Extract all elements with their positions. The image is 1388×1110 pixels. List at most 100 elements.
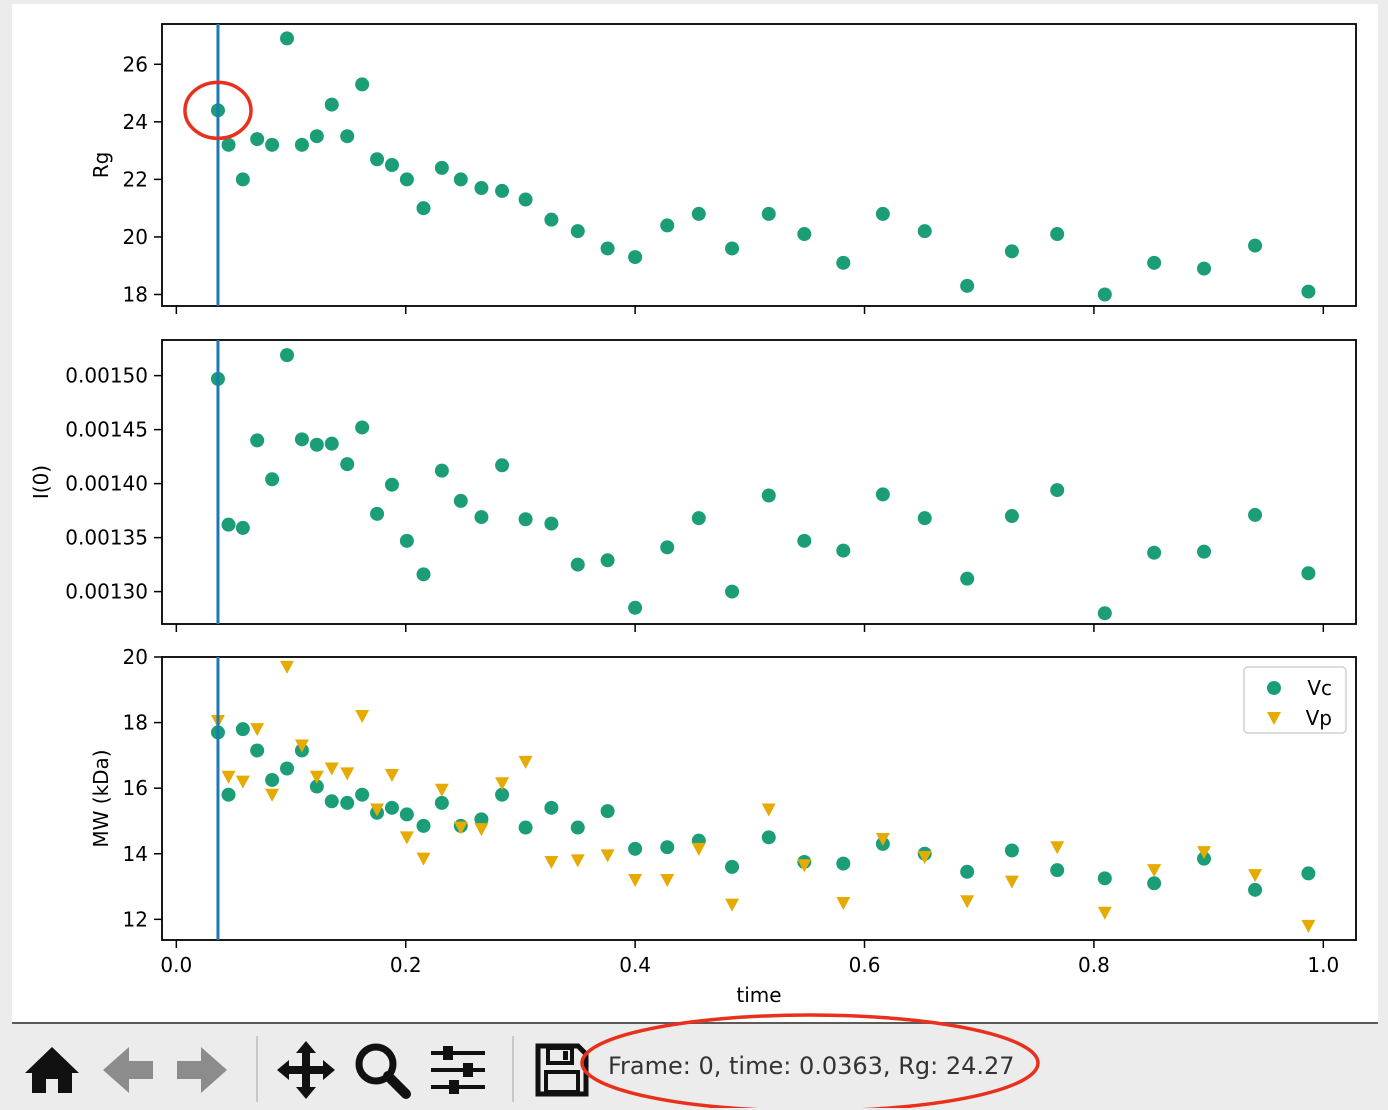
data-point-vp bbox=[1050, 841, 1065, 855]
data-point-vp bbox=[474, 823, 489, 837]
data-point-vc bbox=[399, 807, 414, 822]
data-point bbox=[1197, 261, 1212, 276]
data-point bbox=[544, 212, 559, 227]
y-axis-label: I(0) bbox=[29, 465, 53, 499]
data-point bbox=[1004, 244, 1019, 259]
data-point-vp bbox=[294, 739, 309, 753]
back-button[interactable] bbox=[96, 1038, 160, 1102]
zoom-icon bbox=[355, 1043, 411, 1099]
data-point-vc bbox=[280, 761, 295, 776]
data-point bbox=[495, 183, 510, 198]
data-point-vp bbox=[324, 762, 339, 776]
figure-canvas[interactable]: 18 20 22 24 26 Rg 0.00130 0.00135 0.00140 0.00145… bbox=[12, 4, 1378, 1022]
axes-frame bbox=[161, 23, 1357, 307]
forward-button[interactable] bbox=[170, 1038, 234, 1102]
selected-point-highlight bbox=[183, 80, 253, 141]
data-point-vp bbox=[600, 849, 615, 863]
data-point-vc bbox=[725, 859, 740, 874]
y-axis-label: MW (kDa) bbox=[89, 749, 113, 847]
y-tick-label: 0.00130 bbox=[65, 580, 148, 604]
data-point bbox=[1147, 545, 1162, 560]
data-point-vc bbox=[235, 722, 250, 737]
data-point-vc bbox=[628, 841, 643, 856]
toolbar-separator bbox=[256, 1036, 258, 1102]
data-point-vc bbox=[761, 830, 776, 845]
data-point-vp bbox=[434, 783, 449, 797]
data-point bbox=[960, 571, 975, 586]
data-point-vp bbox=[355, 710, 370, 724]
data-point bbox=[691, 206, 706, 221]
data-point bbox=[474, 181, 489, 196]
data-point-vp bbox=[570, 854, 585, 868]
data-point-vc bbox=[324, 794, 339, 809]
data-point bbox=[235, 172, 250, 187]
zoom-button[interactable] bbox=[350, 1038, 414, 1102]
x-tick-label: 0.8 bbox=[1078, 953, 1110, 977]
legend-label-vp: Vp bbox=[1306, 706, 1332, 730]
data-point-vc bbox=[1248, 882, 1263, 897]
data-point bbox=[370, 152, 385, 167]
data-point-vc bbox=[250, 743, 265, 758]
data-point bbox=[399, 533, 414, 548]
data-point bbox=[384, 158, 399, 172]
axes-frame bbox=[161, 656, 1357, 941]
data-point-vp bbox=[1248, 869, 1263, 883]
data-point-vp bbox=[797, 859, 812, 873]
y-tick-label: 24 bbox=[123, 110, 148, 134]
data-point bbox=[600, 241, 615, 256]
data-point bbox=[309, 437, 324, 452]
data-point bbox=[309, 129, 324, 144]
home-button[interactable] bbox=[20, 1038, 84, 1102]
save-button[interactable] bbox=[530, 1038, 594, 1102]
data-point bbox=[797, 227, 812, 242]
data-point bbox=[416, 201, 431, 216]
data-point bbox=[280, 31, 295, 46]
data-point bbox=[221, 137, 236, 152]
data-point-vc bbox=[474, 812, 489, 827]
data-point-vc bbox=[836, 856, 851, 871]
pan-button[interactable] bbox=[274, 1038, 338, 1102]
data-point bbox=[265, 472, 280, 487]
data-point bbox=[660, 218, 675, 233]
data-point bbox=[1147, 255, 1162, 270]
data-point-vc bbox=[960, 864, 975, 879]
data-point-vc bbox=[1050, 863, 1065, 878]
data-point-vp bbox=[1197, 846, 1212, 860]
data-point bbox=[370, 506, 385, 521]
data-point-vp bbox=[960, 895, 975, 909]
y-tick-label: 26 bbox=[123, 52, 148, 76]
data-point bbox=[474, 510, 489, 525]
configure-subplots-button[interactable] bbox=[426, 1038, 490, 1102]
data-point-vp bbox=[250, 723, 265, 737]
data-point bbox=[570, 557, 585, 572]
data-point bbox=[355, 420, 370, 435]
data-point bbox=[917, 224, 932, 239]
data-point-vp bbox=[628, 873, 643, 887]
data-point bbox=[416, 567, 431, 582]
forward-arrow-icon bbox=[177, 1047, 227, 1093]
data-point-vp bbox=[917, 851, 932, 865]
y-tick-label: 20 bbox=[123, 645, 148, 669]
data-point bbox=[518, 512, 533, 527]
data-point-vc bbox=[265, 772, 280, 787]
data-point-vc bbox=[416, 818, 431, 833]
y-tick-label: 18 bbox=[123, 711, 148, 735]
data-point bbox=[1050, 483, 1065, 498]
data-point-vc bbox=[434, 795, 449, 810]
data-point bbox=[453, 493, 468, 508]
data-point bbox=[294, 432, 309, 447]
data-point bbox=[324, 436, 339, 451]
data-point bbox=[434, 463, 449, 478]
data-point bbox=[221, 517, 236, 532]
data-point bbox=[1301, 284, 1316, 299]
data-point bbox=[1301, 566, 1316, 581]
data-point-vc bbox=[1004, 843, 1019, 858]
data-point-vp bbox=[544, 855, 559, 869]
data-point-vp bbox=[725, 898, 740, 912]
subplot-2: 0.00130 0.00135 0.00140 0.00145 0.00150 I(0) bbox=[29, 339, 1357, 632]
x-tick-label: 0.6 bbox=[849, 953, 881, 977]
home-icon bbox=[25, 1047, 79, 1093]
data-point-vp bbox=[453, 821, 468, 835]
y-tick-label: 18 bbox=[123, 282, 148, 306]
data-point bbox=[725, 241, 740, 256]
